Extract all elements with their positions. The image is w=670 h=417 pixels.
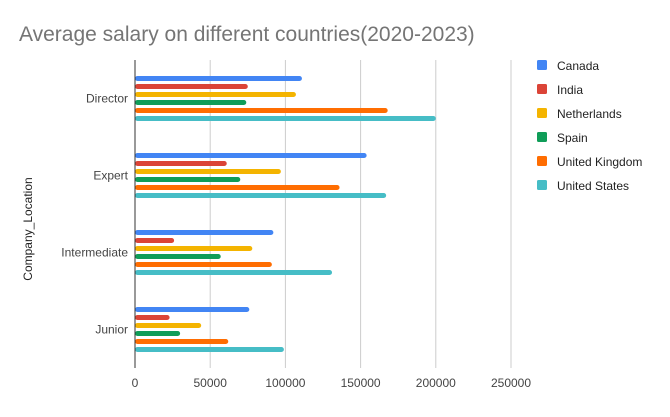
bar (135, 116, 436, 121)
x-tick-label: 150000 (341, 376, 381, 390)
legend-label: Netherlands (557, 107, 622, 121)
bar (135, 323, 202, 328)
category-label: Director (86, 92, 128, 106)
bar (135, 246, 253, 251)
x-tick-label: 0 (132, 376, 139, 390)
bar (135, 347, 284, 352)
bar (135, 331, 181, 336)
legend-label: India (557, 83, 583, 97)
bar (135, 169, 281, 174)
x-tick-label: 200000 (416, 376, 456, 390)
x-tick-label: 250000 (491, 376, 531, 390)
category-label: Expert (93, 169, 128, 183)
bar (135, 262, 272, 267)
category-label: Intermediate (61, 246, 128, 260)
bar (135, 108, 388, 113)
bar (135, 307, 250, 312)
bar (135, 177, 241, 182)
legend: Canada India Netherlands Spain United Kingdo… (537, 59, 642, 193)
bar (135, 339, 229, 344)
bar (135, 315, 170, 320)
bar (135, 254, 221, 259)
legend-label: Canada (557, 59, 599, 73)
bar (135, 193, 387, 198)
legend-swatch (537, 60, 547, 70)
bar (135, 100, 247, 105)
legend-swatch (537, 84, 547, 94)
legend-swatch (537, 180, 547, 190)
bar (135, 161, 227, 166)
bars (135, 76, 436, 352)
gridlines (209, 60, 512, 368)
bar (135, 153, 367, 158)
bar (135, 84, 248, 89)
bar (135, 230, 274, 235)
y-axis-label: Company_Location (21, 177, 35, 280)
legend-label: Spain (557, 131, 588, 145)
category-label: Junior (95, 323, 128, 337)
legend-label: United Kingdom (557, 155, 642, 169)
legend-label: United States (557, 179, 629, 193)
category-labels: Director Expert Intermediate Junior (61, 92, 128, 337)
bar (135, 270, 333, 275)
bar (135, 76, 302, 81)
x-tick-label: 50000 (194, 376, 228, 390)
bar (135, 185, 340, 190)
x-tick-labels: 0 50000 100000 150000 200000 250000 (132, 376, 532, 390)
legend-swatch (537, 156, 547, 166)
chart-title: Average salary on different countries(20… (19, 23, 475, 46)
bar (135, 238, 175, 243)
legend-swatch (537, 132, 547, 142)
x-tick-label: 100000 (265, 376, 305, 390)
bar (135, 92, 296, 97)
legend-swatch (537, 108, 547, 118)
